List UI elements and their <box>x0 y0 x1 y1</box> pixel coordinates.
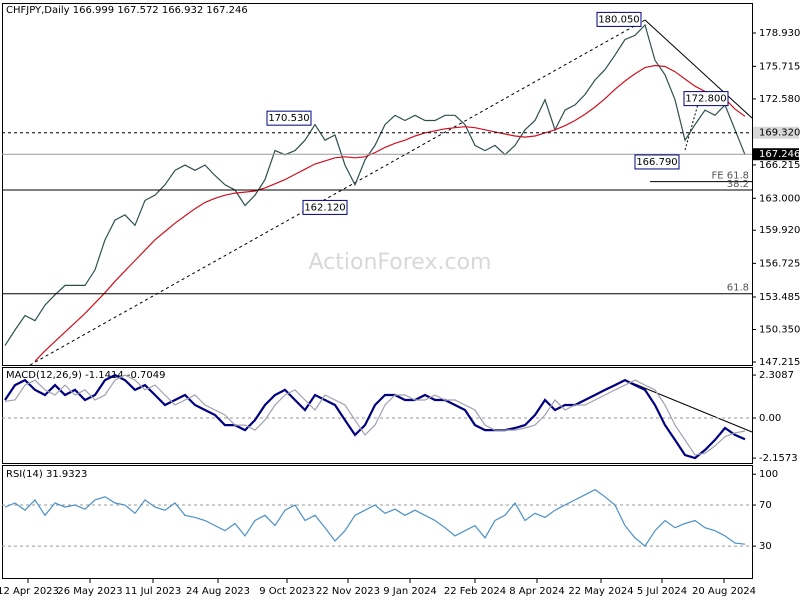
y-tick-label: 156.725 <box>759 258 800 269</box>
x-tick-label: 12 Apr 2023 <box>0 586 59 597</box>
annotation-box <box>683 91 729 107</box>
annotation-box <box>596 11 642 27</box>
level-box <box>753 126 799 139</box>
macd-title: MACD(12,26,9) -1.1414 -0.7049 <box>6 370 166 381</box>
macd-panel <box>2 367 753 464</box>
y-tick-label: 175.715 <box>759 61 800 72</box>
y-tick-label: 172.580 <box>759 94 800 105</box>
series-line <box>34 64 746 362</box>
level-label: 169.320 <box>759 128 800 139</box>
price-panel <box>2 3 753 366</box>
x-tick-label: 26 May 2023 <box>57 586 122 597</box>
y-tick-label: -2.1573 <box>759 453 798 464</box>
series-line <box>4 374 746 456</box>
y-tick-label: 150.350 <box>759 325 800 336</box>
x-tick-label: 8 Apr 2024 <box>509 586 564 597</box>
annotation-label: 180.050 <box>598 14 639 25</box>
y-tick-label: 2.3087 <box>759 370 794 381</box>
fib-label: FE 61.8 <box>711 171 749 182</box>
y-tick-label: 70 <box>759 500 772 511</box>
y-tick-label: 100 <box>759 469 778 480</box>
annotation-label: 162.120 <box>304 202 345 213</box>
level-box <box>753 148 799 161</box>
x-tick-label: 20 Aug 2024 <box>692 586 756 597</box>
y-tick-label: 153.485 <box>759 292 800 303</box>
x-tick-label: 5 Jul 2024 <box>637 586 687 597</box>
y-tick-label: 159.920 <box>759 225 800 236</box>
fib-label: 38.2 <box>727 179 749 190</box>
series-line <box>4 488 746 547</box>
watermark: ActionForex.com <box>309 250 492 275</box>
x-tick-label: 22 May 2024 <box>568 586 633 597</box>
annotation-label: 166.790 <box>636 157 677 168</box>
annotation-box <box>302 199 348 215</box>
y-tick-label: 178.930 <box>759 28 800 39</box>
annotation-label: 170.530 <box>268 113 309 124</box>
price-title: CHFJPY,Daily 166.999 167.572 166.932 167… <box>6 5 248 16</box>
y-tick-label: 166.215 <box>759 160 800 171</box>
y-tick-label: 163.000 <box>759 193 800 204</box>
rsi-title: RSI(14) 31.9323 <box>6 469 87 480</box>
y-tick-label: 147.215 <box>759 357 800 368</box>
annotation-box <box>634 154 680 170</box>
x-tick-label: 9 Oct 2023 <box>259 586 314 597</box>
x-tick-label: 11 Jul 2023 <box>125 586 182 597</box>
trendline <box>624 379 753 433</box>
y-tick-label: 0.00 <box>759 413 781 424</box>
x-tick-label: 22 Feb 2024 <box>444 586 506 597</box>
series-line <box>4 373 746 460</box>
rsi-panel <box>2 465 753 579</box>
fib-label: 61.8 <box>727 283 749 294</box>
x-tick-label: 24 Aug 2023 <box>186 586 250 597</box>
x-tick-label: 22 Nov 2023 <box>316 586 380 597</box>
annotation-box <box>266 110 312 126</box>
series-line <box>4 23 746 346</box>
level-label: 167.246 <box>759 149 800 160</box>
y-tick-label: 30 <box>759 541 772 552</box>
x-tick-label: 9 Jan 2024 <box>383 586 437 597</box>
trendline <box>644 19 753 119</box>
annotation-label: 172.800 <box>685 94 726 105</box>
